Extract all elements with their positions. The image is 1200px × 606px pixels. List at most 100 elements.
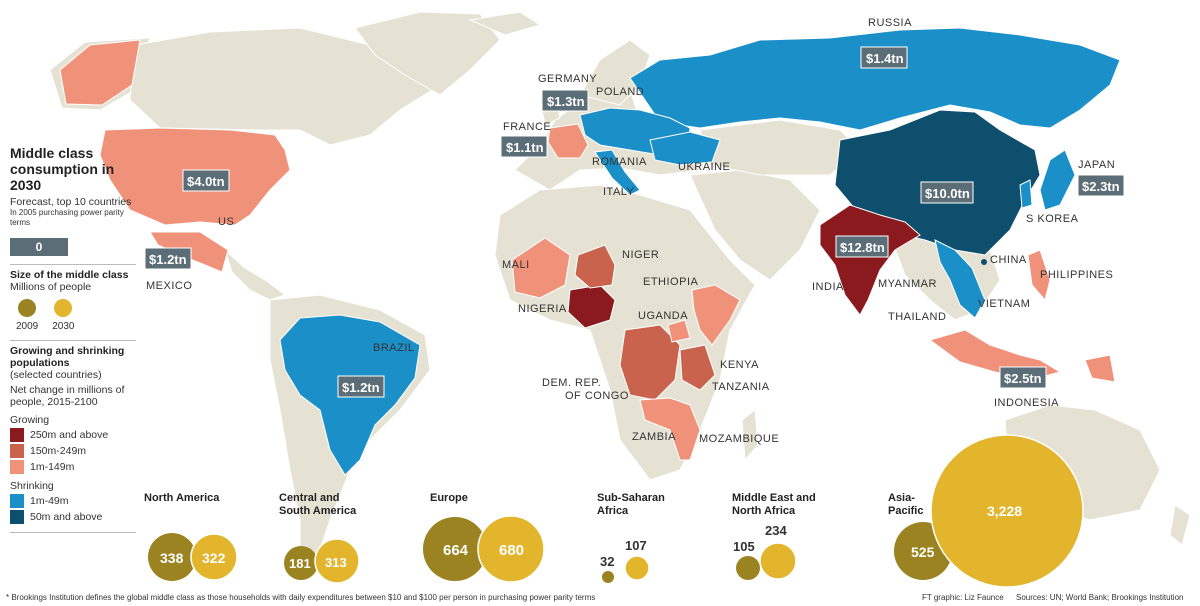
bubble-mena-2009 (736, 556, 760, 580)
legend-s2: 50m and above (30, 511, 103, 523)
value-asia-pacific-2030: 3,228 (987, 503, 1022, 519)
legend-note: In 2005 purchasing power parity terms (10, 208, 124, 227)
label-drc: DEM. REP. (542, 377, 601, 389)
legend-swatch-g3 (10, 460, 24, 474)
svg-text:$10.0tn: $10.0tn (925, 186, 970, 201)
legend-swatch-g1 (10, 428, 24, 442)
region-title-ssa: Sub-Saharan Africa (597, 492, 665, 517)
legend-swatch-s1 (10, 494, 24, 508)
value-ssa-2009: 32 (600, 554, 614, 569)
label-tanzania: TANZANIA (712, 381, 770, 393)
legend-subtitle: Forecast, top 10 countries (10, 196, 132, 208)
legend-year-2030: 2030 (52, 321, 75, 332)
bubble-north-america-2030 (190, 533, 238, 581)
region-title-asia-pacific: Asia-Pacific (888, 492, 924, 517)
footnote: * Brookings Institution defines the glob… (6, 593, 596, 602)
legend-growing-label: Growing (10, 414, 50, 426)
label-brazil: BRAZIL (373, 342, 415, 354)
bubble-europe-2009 (423, 517, 487, 581)
legend-divider (10, 264, 136, 265)
badge-france: $1.1tn (500, 135, 548, 158)
bubble-mena-2030 (759, 542, 797, 580)
label-india: INDIA (812, 281, 844, 293)
label-zambia: ZAMBIA (632, 431, 676, 443)
value-europe-2009: 664 (443, 542, 469, 559)
label-nigeria: NIGERIA (518, 303, 567, 315)
svg-text:$1.3tn: $1.3tn (547, 94, 585, 109)
legend-zero-badge: 0 (10, 238, 68, 256)
bubble-csa-2030 (314, 538, 360, 584)
badge-germany: $1.3tn (541, 89, 589, 112)
bubble-europe-2030 (477, 515, 545, 583)
label-china: CHINA (990, 254, 1027, 266)
value-north-america-2030: 322 (202, 550, 226, 566)
badge-japan: $2.3tn (1077, 174, 1125, 197)
country-labels: RUSSIA GERMANY POLAND FRANCE ROMANIA UKR… (146, 17, 1115, 445)
legend-size-sub: Millions of people (10, 281, 92, 293)
svg-text:$1.1tn: $1.1tn (506, 140, 544, 155)
region-bubbles: 338 322 181 313 664 680 32 107 105 234 5… (148, 434, 1084, 588)
legend-dot-2009 (18, 299, 37, 317)
label-ethiopia: ETHIOPIA (643, 276, 699, 288)
region-title-europe: Europe (430, 492, 468, 504)
label-us: US (218, 216, 234, 228)
label-vietnam: VIETNAM (978, 298, 1030, 310)
label-indonesia: INDONESIA (994, 397, 1059, 409)
bubble-asia-pacific-2030 (930, 434, 1084, 588)
legend-growth-sub: Net change in millions of people, 2015-2… (10, 384, 125, 408)
region-title-mena: Middle East and North Africa (732, 492, 816, 517)
bubble-north-america-2009 (148, 533, 196, 581)
region-title-north-america: North America (144, 492, 220, 504)
badge-indonesia: $2.5tn (999, 366, 1047, 389)
bubble-csa-2009 (284, 546, 318, 580)
label-kenya: KENYA (720, 359, 759, 371)
credit-sources: Sources: UN; World Bank; Brookings Insti… (1016, 593, 1184, 602)
label-skorea: S KOREA (1026, 213, 1079, 225)
value-north-america-2009: 338 (160, 550, 184, 566)
legend-size-title: Size of the middle class (10, 269, 129, 281)
label-thailand: THAILAND (888, 311, 946, 323)
svg-text:$12.8tn: $12.8tn (840, 240, 885, 255)
badge-india: $12.8tn (835, 235, 889, 258)
svg-text:$1.2tn: $1.2tn (149, 252, 187, 267)
value-csa-2030: 313 (325, 555, 347, 570)
label-germany: GERMANY (538, 73, 597, 85)
region-title-csa: Central and South America (279, 492, 357, 517)
svg-text:$4.0tn: $4.0tn (187, 174, 225, 189)
value-ssa-2030: 107 (625, 538, 647, 553)
label-philippines: PHILIPPINES (1040, 269, 1113, 281)
legend-growth-paren: (selected countries) (10, 369, 102, 381)
legend-year-2009: 2009 (16, 321, 39, 332)
legend-panel: Middle class consumption in 2030 Forecas… (10, 145, 136, 533)
legend-year-dots: 2009 2030 (16, 299, 136, 332)
label-drc-2: OF CONGO (565, 390, 629, 402)
badge-brazil: $1.2tn (337, 375, 385, 398)
label-myanmar: MYANMAR (878, 278, 937, 290)
svg-text:$2.3tn: $2.3tn (1082, 179, 1120, 194)
china-marker-dot (981, 259, 987, 265)
legend-divider-2 (10, 340, 136, 341)
svg-text:$1.2tn: $1.2tn (342, 380, 380, 395)
value-asia-pacific-2009: 525 (911, 544, 935, 560)
legend-g2: 150m-249m (30, 445, 87, 457)
legend-g1: 250m and above (30, 429, 109, 441)
legend-growth-title: Growing and shrinking populations (10, 345, 125, 369)
grow-mid-regions (574, 244, 716, 401)
credit-graphic: FT graphic: Liz Faunce (922, 593, 1004, 602)
label-japan: JAPAN (1078, 159, 1115, 171)
svg-text:$2.5tn: $2.5tn (1004, 371, 1042, 386)
value-mena-2030: 234 (765, 523, 787, 538)
label-mozambique: MOZAMBIQUE (699, 433, 779, 445)
legend-g3: 1m-149m (30, 461, 75, 473)
bubble-ssa-2009 (602, 571, 614, 583)
svg-text:$1.4tn: $1.4tn (866, 51, 904, 66)
legend-swatch-s2 (10, 510, 24, 524)
label-france: FRANCE (503, 121, 551, 133)
label-russia: RUSSIA (868, 17, 912, 29)
label-poland: POLAND (596, 86, 644, 98)
label-mali: MALI (502, 259, 530, 271)
badge-china: $10.0tn (920, 181, 974, 204)
bubble-ssa-2030 (624, 555, 650, 581)
consumption-badges: $1.4tn $1.3tn $1.1tn $4.0tn $1.2tn $1.2t… (144, 46, 1125, 398)
